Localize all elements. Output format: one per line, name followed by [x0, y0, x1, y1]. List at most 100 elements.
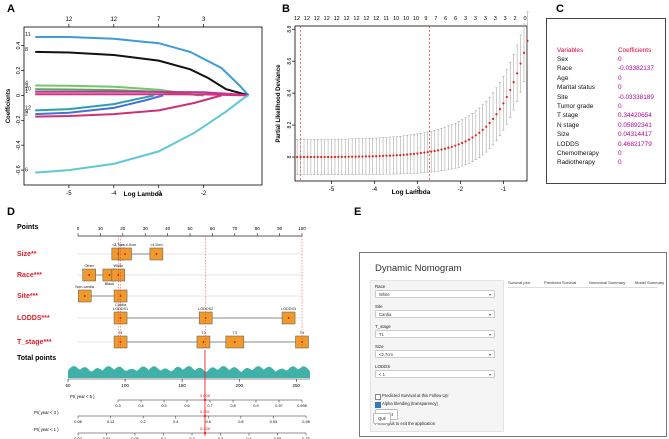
survival-tick-label: 0.6 [184, 404, 189, 408]
top-tick-label: 3 [474, 16, 477, 22]
y-tick-label: 8.2 [287, 121, 293, 128]
cv-mean-point [385, 154, 388, 157]
y-tick-label: 0.4 [16, 42, 22, 50]
level-label: T3 [233, 331, 237, 335]
level-label: Cardia [115, 303, 127, 307]
cv-mean-point [330, 155, 333, 159]
alpha-blending-checkbox[interactable] [375, 402, 381, 408]
coef-value: 0 [618, 74, 622, 82]
cv-mean-point [323, 155, 326, 159]
size-select[interactable]: <2.7cm ▾ [375, 350, 495, 358]
site-label: Site [375, 304, 383, 309]
cv-mean-point [430, 150, 433, 153]
points-tick-label: 90 [277, 226, 283, 231]
coef-variable: Sex [557, 56, 569, 63]
plot-frame [23, 26, 263, 186]
coef-variable: Race [557, 65, 572, 73]
cv-mean-point [478, 131, 481, 134]
nomogram-chart: Points0102030405060708090100Size**<2.7cm… [17, 224, 310, 439]
t-stage-select[interactable]: T1 ▾ [375, 330, 495, 338]
points-tick-label: 60 [210, 226, 216, 231]
cross-validation-chart: -5 -4 -3 -2 -188.28.48.68.812 12 12 12 12 12 12 12 1… [276, 11, 529, 196]
cv-mean-point [320, 155, 323, 159]
tab-predicted-survival[interactable]: Predicted Survival [544, 280, 577, 285]
cv-mean-point [395, 154, 398, 157]
cv-mean-point [388, 154, 392, 157]
chevron-down-icon: ▾ [488, 292, 491, 297]
coef-row: Radiotherapy 0 [557, 158, 661, 167]
cv-mean-point [498, 107, 502, 111]
coef-variable: Tumor grade [557, 103, 594, 110]
survival-marker-value: 0.551 [200, 409, 211, 414]
size-label: Size [375, 344, 384, 349]
cv-mean-point [457, 143, 460, 146]
panel-letter-c: C [556, 3, 564, 15]
cv-mean-point [333, 155, 337, 159]
cv-mean-point [299, 155, 302, 159]
points-tick-label: 70 [232, 226, 238, 231]
top-tick-label: 12 [324, 16, 330, 22]
tab-survival-plot[interactable]: Survival plot [508, 280, 530, 285]
t-stage-label: T_stage [375, 324, 391, 329]
coef-value: 0 [618, 84, 622, 92]
level-point [155, 253, 158, 255]
survival-tick-label: 0.998 [297, 404, 307, 408]
cv-mean-point [454, 144, 457, 147]
coef-row: Chemotherapy 0 [557, 149, 661, 158]
cv-mean-point [354, 155, 357, 158]
chevron-down-icon: ▾ [488, 352, 491, 357]
cv-mean-point [481, 128, 484, 131]
x-axis-label: Log Lambda [124, 191, 163, 198]
y-tick-label: 0.2 [16, 67, 22, 75]
top-tick-label: 7 [157, 17, 161, 23]
survival-marker-value: 0.238 [200, 426, 211, 431]
coef-value: 0 [618, 56, 622, 63]
coef-value: 0 [618, 159, 622, 167]
predicted-survival-label: Predicted Survival at this Follow Up: [382, 393, 450, 398]
points-tick-label: 80 [255, 226, 261, 231]
coef-variable: Variables [557, 47, 584, 54]
cv-mean-point [316, 155, 319, 159]
panel-letter-e: E [354, 206, 362, 218]
survival-tick-label: 0.97 [275, 404, 282, 408]
site-select[interactable]: Cardia ▾ [375, 310, 495, 318]
survival-tick-label: 0.55 [274, 437, 281, 439]
cv-mean-point [491, 117, 495, 120]
lodds-select[interactable]: < 1 ▾ [375, 370, 495, 378]
coef-value: -0.03338189 [618, 93, 654, 101]
coef-path-8 [35, 50, 249, 97]
survival-tick-label: 0.7 [207, 404, 212, 408]
tab-numerical-summary[interactable]: Numerical Summary [589, 280, 626, 285]
survival-tick-label: 0.02 [74, 437, 81, 439]
panel-letter-d: D [7, 206, 15, 218]
top-tick-label: 12 [304, 16, 310, 22]
quit-button[interactable]: Quit [373, 413, 391, 424]
cv-mean-point [371, 155, 374, 158]
y-tick-label: 0 [16, 94, 22, 97]
coef-path-11 [35, 36, 250, 97]
lodds-value: < 1 [379, 372, 385, 377]
cv-mean-point [392, 154, 395, 157]
tab-bar: Survival plot Predicted Survival Numeric… [508, 278, 664, 288]
cv-mean-point [447, 146, 450, 149]
top-tick-label: 12 [353, 16, 359, 22]
survival-tick-label: 0.8 [230, 404, 235, 408]
race-select[interactable]: White ▾ [375, 290, 495, 298]
tab-model-summary[interactable]: Model Summary [635, 280, 665, 285]
cv-mean-point [416, 152, 419, 155]
top-tick-label: 3 [464, 16, 467, 22]
cv-mean-point [519, 62, 522, 65]
cv-mean-point [464, 140, 467, 143]
top-tick-label: 3 [494, 16, 497, 22]
cv-mean-point [426, 150, 429, 154]
survival-tick-label: 0.4 [173, 420, 178, 424]
top-tick-label: 6 [454, 16, 457, 22]
total-points-tick-label: 50 [65, 383, 71, 388]
top-tick-label: 12 [344, 16, 350, 22]
predicted-survival-checkbox[interactable] [375, 394, 381, 400]
cv-mean-point [361, 155, 364, 158]
cv-mean-point [443, 147, 447, 150]
chevron-down-icon: ▾ [488, 372, 491, 377]
y-tick-label: -0.4 [16, 140, 22, 149]
top-tick-label: 9 [424, 16, 427, 22]
